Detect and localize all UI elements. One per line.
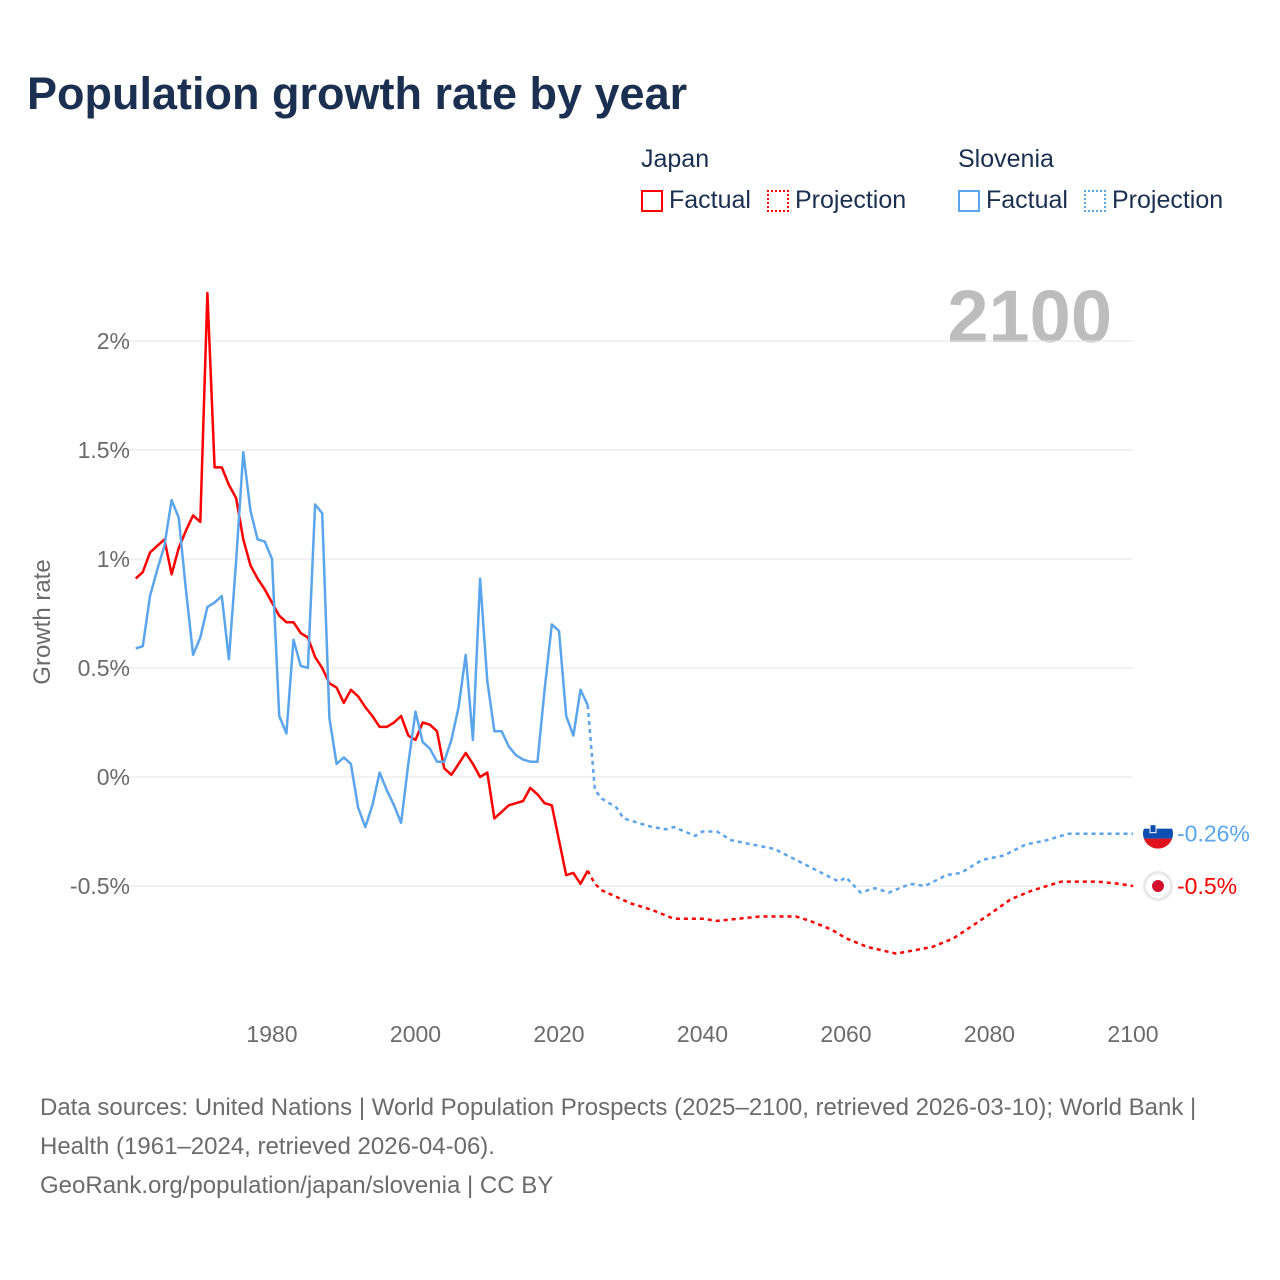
slovenia-flag-icon [1143, 818, 1173, 849]
chart-title: Population growth rate by year [27, 68, 688, 119]
x-tick-label: 2040 [677, 1021, 728, 1047]
flag-stripe-red [1143, 838, 1173, 849]
footer: Data sources: United Nations | World Pop… [40, 1088, 1230, 1205]
y-tick-label: 0% [97, 764, 130, 790]
y-tick-label: -0.5% [70, 873, 130, 899]
japan-flag-sun [1152, 880, 1164, 892]
x-tick-label: 2080 [964, 1021, 1015, 1047]
x-tick-label: 2000 [390, 1021, 441, 1047]
dotted-swatch-icon [1083, 189, 1106, 212]
legend-group-japan: Japan Factual Projection [641, 145, 906, 215]
legend-group-label: Japan [641, 145, 710, 173]
credit-link[interactable]: GeoRank.org/population/japan/slovenia | … [40, 1172, 554, 1199]
chart-plot: 2100 Growth rate -0.5% 0% 0.5% 1% 1.5% 2% 1980… [29, 275, 1250, 1047]
japan-factual-line [134, 291, 589, 886]
y-axis-label: Growth rate [29, 559, 56, 684]
y-tick-label: 1.5% [78, 437, 130, 463]
solid-swatch-icon [641, 189, 663, 212]
slovenia-end-label: -0.26% [1177, 821, 1250, 847]
y-tick-label: 0.5% [78, 655, 130, 681]
x-tick-label: 2060 [820, 1021, 871, 1047]
y-tick-label: 1% [97, 546, 130, 572]
legend-item-japan-projection[interactable]: Projection [766, 186, 907, 215]
flag-coat-of-arms [1149, 824, 1157, 834]
slovenia-projection-line [586, 704, 1133, 894]
legend-item-slovenia-factual[interactable]: Factual [958, 186, 1068, 215]
flag-stripe-white [1143, 818, 1173, 829]
legend-group-slovenia: Slovenia Factual Projection [958, 145, 1223, 215]
legend-item-slovenia-projection[interactable]: Projection [1083, 186, 1224, 215]
dotted-swatch-icon [766, 189, 789, 212]
slovenia-factual-line [135, 450, 589, 829]
legend-label: Factual [669, 186, 751, 214]
japan-end-label: -0.5% [1177, 873, 1237, 899]
x-tick-label: 2020 [533, 1021, 584, 1047]
solid-swatch-icon [958, 189, 980, 212]
data-sources: Data sources: United Nations | World Pop… [40, 1094, 1197, 1160]
legend-item-japan-factual[interactable]: Factual [641, 186, 751, 215]
x-tick-label: 2100 [1107, 1021, 1158, 1047]
legend-group-label: Slovenia [958, 145, 1054, 173]
legend-label: Projection [1111, 186, 1224, 214]
flag-stripe-blue [1143, 828, 1173, 839]
japan-projection-line [586, 870, 1134, 955]
y-tick-label: 2% [97, 328, 130, 354]
x-tick-label: 1980 [246, 1021, 297, 1047]
legend-label: Factual [986, 186, 1068, 214]
year-display: 2100 [947, 275, 1112, 358]
legend-label: Projection [794, 186, 907, 214]
